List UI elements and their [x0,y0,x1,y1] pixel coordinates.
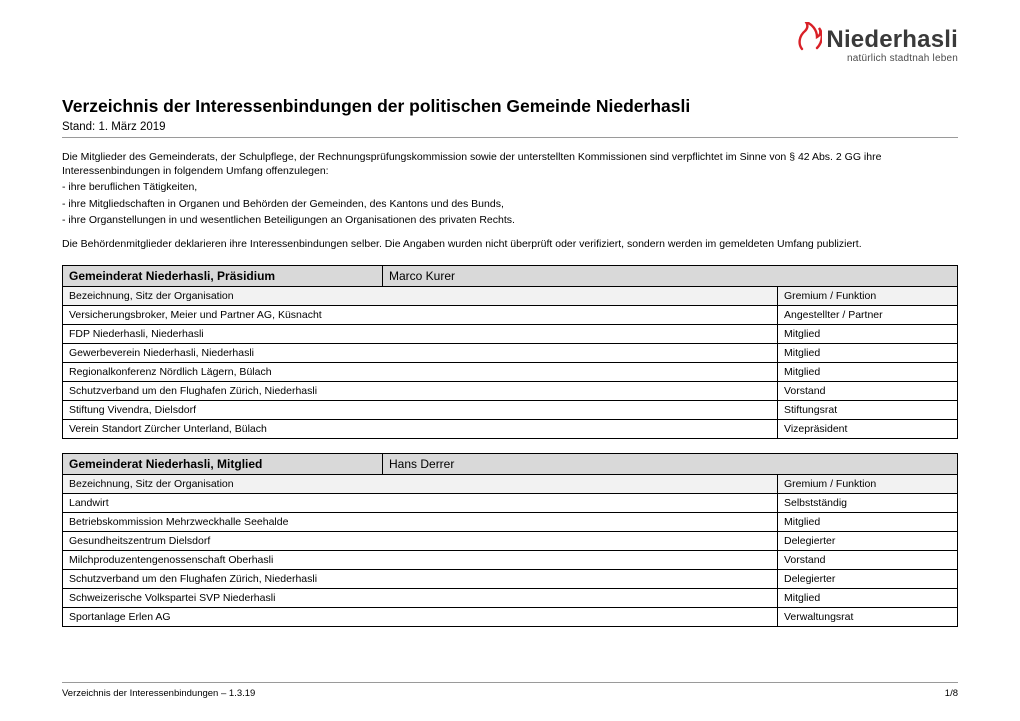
table-row: Schutzverband um den Flughafen Zürich, N… [63,382,958,401]
cell-function: Verwaltungsrat [777,608,957,627]
table-row: Verein Standort Zürcher Unterland, Bülac… [63,420,958,439]
header-person-name: Marco Kurer [383,266,958,287]
cell-organisation: Schutzverband um den Flughafen Zürich, N… [63,570,778,589]
logo-row: Niederhasli [796,22,958,52]
col-header-organisation: Bezeichnung, Sitz der Organisation [63,287,778,306]
header-role: Gemeinderat Niederhasli, Präsidium [63,266,383,287]
footer-page-number: 1/8 [945,688,958,699]
cell-function: Delegierter [777,532,957,551]
page-footer: Verzeichnis der Interessenbindungen – 1.… [62,682,958,699]
cell-function: Mitglied [778,344,958,363]
col-header-function: Gremium / Funktion [778,287,958,306]
cell-function: Vorstand [778,382,958,401]
cell-function: Mitglied [778,363,958,382]
cell-function: Angestellter / Partner [778,306,958,325]
table-row: Schutzverband um den Flughafen Zürich, N… [63,570,958,589]
table-row: Milchproduzentengenossenschaft Oberhasli… [63,551,958,570]
intro-text: Die Mitglieder des Gemeinderats, der Sch… [62,150,958,251]
table-row: Sportanlage Erlen AGVerwaltungsrat [63,608,958,627]
cell-organisation: Landwirt [63,494,778,513]
cell-organisation: Betriebskommission Mehrzweckhalle Seehal… [63,513,778,532]
table-header-row: Gemeinderat Niederhasli, MitgliedHans De… [63,454,958,475]
table-subheader-row: Bezeichnung, Sitz der OrganisationGremiu… [63,475,958,494]
cell-function: Vizepräsident [778,420,958,439]
cell-organisation: Versicherungsbroker, Meier und Partner A… [63,306,778,325]
cell-organisation: Regionalkonferenz Nördlich Lägern, Bülac… [63,363,778,382]
cell-function: Mitglied [778,325,958,344]
table-row: Gewerbeverein Niederhasli, NiederhasliMi… [63,344,958,363]
page: Niederhasli natürlich stadtnah leben Ver… [0,0,1020,721]
intro-bullet-1: - ihre beruflichen Tätigkeiten, [62,180,958,194]
intro-paragraph-2: Die Behördenmitglieder deklarieren ihre … [62,237,958,251]
logo-tagline: natürlich stadtnah leben [796,54,958,64]
table-subheader-row: Bezeichnung, Sitz der OrganisationGremiu… [63,287,958,306]
table-row: FDP Niederhasli, NiederhasliMitglied [63,325,958,344]
interests-table: Gemeinderat Niederhasli, MitgliedHans De… [62,453,958,627]
cell-organisation: Schweizerische Volkspartei SVP Niederhas… [63,589,778,608]
cell-function: Mitglied [777,513,957,532]
col-header-organisation: Bezeichnung, Sitz der Organisation [63,475,778,494]
page-title: Verzeichnis der Interessenbindungen der … [62,96,958,117]
intro-bullet-2: - ihre Mitgliedschaften in Organen und B… [62,197,958,211]
table-row: Versicherungsbroker, Meier und Partner A… [63,306,958,325]
table-row: Stiftung Vivendra, DielsdorfStiftungsrat [63,401,958,420]
footer-left: Verzeichnis der Interessenbindungen – 1.… [62,688,255,699]
cell-organisation: Gesundheitszentrum Dielsdorf [63,532,778,551]
table-row: LandwirtSelbstständig [63,494,958,513]
table-row: Betriebskommission Mehrzweckhalle Seehal… [63,513,958,532]
cell-organisation: Milchproduzentengenossenschaft Oberhasli [63,551,778,570]
cell-organisation: FDP Niederhasli, Niederhasli [63,325,778,344]
col-header-function: Gremium / Funktion [777,475,957,494]
interests-table: Gemeinderat Niederhasli, PräsidiumMarco … [62,265,958,439]
intro-paragraph-1: Die Mitglieder des Gemeinderats, der Sch… [62,150,958,178]
cell-organisation: Gewerbeverein Niederhasli, Niederhasli [63,344,778,363]
cell-organisation: Sportanlage Erlen AG [63,608,778,627]
table-header-row: Gemeinderat Niederhasli, PräsidiumMarco … [63,266,958,287]
cell-function: Mitglied [777,589,957,608]
title-divider [62,137,958,138]
header-person-name: Hans Derrer [383,454,958,475]
intro-bullet-3: - ihre Organstellungen in und wesentlich… [62,213,958,227]
table-row: Schweizerische Volkspartei SVP Niederhas… [63,589,958,608]
cell-organisation: Stiftung Vivendra, Dielsdorf [63,401,778,420]
content: Verzeichnis der Interessenbindungen der … [62,24,958,627]
table-row: Regionalkonferenz Nördlich Lägern, Bülac… [63,363,958,382]
cell-organisation: Schutzverband um den Flughafen Zürich, N… [63,382,778,401]
cell-organisation: Verein Standort Zürcher Unterland, Bülac… [63,420,778,439]
cell-function: Selbstständig [777,494,957,513]
logo-flame-icon [796,22,822,52]
cell-function: Delegierter [777,570,957,589]
logo: Niederhasli natürlich stadtnah leben [796,22,958,64]
logo-wordmark: Niederhasli [826,28,958,52]
document-date: Stand: 1. März 2019 [62,121,958,133]
cell-function: Stiftungsrat [778,401,958,420]
table-row: Gesundheitszentrum DielsdorfDelegierter [63,532,958,551]
header-role: Gemeinderat Niederhasli, Mitglied [63,454,383,475]
tables-container: Gemeinderat Niederhasli, PräsidiumMarco … [62,265,958,627]
cell-function: Vorstand [777,551,957,570]
